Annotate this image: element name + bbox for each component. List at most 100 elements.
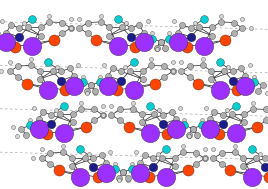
Point <box>176 41 180 44</box>
Point <box>200 64 205 67</box>
Point <box>58 113 62 116</box>
Point <box>9 23 13 26</box>
Point <box>137 23 142 26</box>
Point <box>49 122 54 125</box>
Point <box>211 157 215 160</box>
Point <box>151 157 155 160</box>
Point <box>229 113 234 116</box>
Point <box>94 39 99 42</box>
Point <box>139 113 144 116</box>
Point <box>60 32 64 35</box>
Point <box>117 178 121 181</box>
Point <box>223 39 227 42</box>
Point <box>225 109 229 112</box>
Point <box>106 74 110 77</box>
Point <box>130 162 134 165</box>
Point <box>184 45 189 48</box>
Point <box>188 64 192 67</box>
Point <box>240 17 244 20</box>
Point <box>153 82 158 85</box>
Point <box>98 81 102 84</box>
Point <box>98 75 102 78</box>
Point <box>78 148 83 151</box>
Point <box>131 107 135 110</box>
Point <box>172 20 176 23</box>
Point <box>230 70 235 73</box>
Point <box>68 67 72 70</box>
Point <box>242 121 247 124</box>
Point <box>120 26 124 29</box>
Point <box>30 45 34 48</box>
Point <box>85 90 89 93</box>
Point <box>80 81 85 84</box>
Point <box>251 101 255 104</box>
Point <box>8 70 12 73</box>
Point <box>150 37 154 40</box>
Point <box>50 69 55 72</box>
Point <box>126 125 131 129</box>
Point <box>47 20 51 23</box>
Point <box>142 31 146 34</box>
Point <box>252 75 256 78</box>
Point <box>152 113 157 116</box>
Point <box>243 74 248 77</box>
Point <box>221 122 225 125</box>
Point <box>49 113 54 116</box>
Point <box>129 26 133 29</box>
Point <box>230 79 235 82</box>
Point <box>125 177 130 180</box>
Point <box>79 101 84 104</box>
Point <box>87 152 91 155</box>
Point <box>160 156 164 159</box>
Point <box>62 104 66 107</box>
Point <box>146 20 150 23</box>
Point <box>233 151 237 154</box>
Point <box>138 161 143 164</box>
Point <box>80 75 85 78</box>
Point <box>179 70 183 73</box>
Point <box>219 20 223 23</box>
Point <box>11 125 15 129</box>
Point <box>162 64 166 67</box>
Point <box>70 164 74 167</box>
Point <box>54 109 58 112</box>
Point <box>258 152 263 155</box>
Point <box>118 108 122 111</box>
Point <box>69 17 73 20</box>
Point <box>239 67 243 70</box>
Point <box>60 21 64 24</box>
Point <box>208 118 212 121</box>
Point <box>61 151 65 154</box>
Point <box>113 169 117 172</box>
Point <box>16 75 20 78</box>
Point <box>133 45 137 48</box>
Point <box>109 104 114 107</box>
Point <box>251 107 255 110</box>
Point <box>24 133 28 136</box>
Point <box>264 108 268 111</box>
Point <box>107 34 111 37</box>
Point <box>61 145 65 148</box>
Point <box>28 124 32 127</box>
Point <box>264 119 268 122</box>
Point <box>169 110 174 113</box>
Point <box>199 125 204 129</box>
Point <box>59 79 63 82</box>
Point <box>110 67 115 70</box>
Point <box>203 157 207 160</box>
Point <box>132 88 136 91</box>
Point <box>28 119 32 122</box>
Point <box>101 113 105 116</box>
Point <box>76 63 80 66</box>
Point <box>234 104 238 107</box>
Point <box>161 122 165 125</box>
Point <box>47 14 51 17</box>
Point <box>149 64 153 67</box>
Point <box>99 20 103 23</box>
Point <box>138 171 143 174</box>
Point <box>243 84 248 88</box>
Point <box>250 148 254 151</box>
Point <box>179 61 183 64</box>
Point <box>189 36 193 39</box>
Point <box>124 22 129 25</box>
